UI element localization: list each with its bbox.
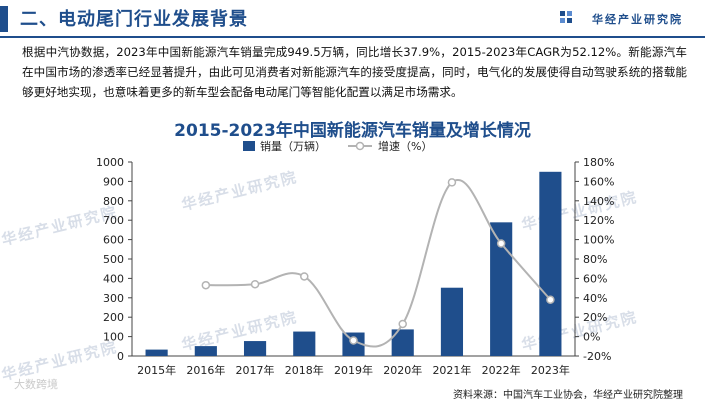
legend-line-label: 增速（%） <box>378 140 432 153</box>
y-left-tick-label: 700 <box>103 214 124 227</box>
y-right-tick-label: 80% <box>583 253 607 266</box>
legend-line-marker <box>355 141 365 151</box>
line-point <box>398 319 407 329</box>
y-left-tick-label: 100 <box>103 331 124 344</box>
header-accent-bar <box>0 6 8 32</box>
y-right-tick-label: 0% <box>583 331 600 344</box>
y-left-tick-label: 400 <box>103 272 124 285</box>
y-right-tick-label: 60% <box>583 272 607 285</box>
y-left-tick-label: 600 <box>103 234 124 247</box>
growth-line <box>205 179 552 348</box>
y-right-tick-label: -20% <box>583 350 611 363</box>
brand-name: 华经产业研究院 <box>592 13 683 26</box>
line-point <box>496 239 506 248</box>
y-left-tick-label: 800 <box>103 195 124 208</box>
header-divider <box>0 36 705 38</box>
y-left-tick-label: 200 <box>103 311 124 324</box>
x-tick-label: 2017年 <box>236 363 275 377</box>
legend-bar-swatch <box>243 141 255 151</box>
y-left-tick-label: 500 <box>103 253 124 266</box>
line-point <box>447 178 457 187</box>
bar <box>539 171 562 356</box>
source-note: 资料来源：中国汽车工业协会，华经产业研究院整理 <box>453 390 683 401</box>
x-tick-label: 2018年 <box>285 363 324 377</box>
bar <box>391 329 414 356</box>
x-tick-label: 2020年 <box>383 363 422 377</box>
line-point <box>349 336 358 345</box>
line-point <box>250 279 260 289</box>
y-left-tick-label: 0 <box>117 350 124 363</box>
chart: 0 100 200 300 400 500 600 700 800 900 1000 -20% 0% 20… <box>96 140 614 377</box>
chart-title: 2015-2023年中国新能源汽车销量及增长情况 <box>174 121 531 141</box>
y-right-tick-label: 140% <box>583 195 614 208</box>
line-point <box>201 280 211 290</box>
page-title: 二、电动尾门行业发展背景 <box>20 9 248 30</box>
x-tick-label: 2016年 <box>186 363 225 377</box>
brand-logo-icon <box>560 11 572 23</box>
y-right-tick-label: 20% <box>583 311 607 324</box>
bar <box>243 341 267 356</box>
header: 二、电动尾门行业发展背景 华经产业研究院 <box>0 0 705 38</box>
x-tick-label: 2021年 <box>432 363 471 377</box>
y-right-tick-label: 120% <box>583 214 614 227</box>
legend-bar-label: 销量（万辆） <box>260 140 326 153</box>
y-left-tick-label: 900 <box>103 175 124 188</box>
corner-logo: 大数跨境 <box>14 378 58 391</box>
y-right-tick-label: 180% <box>583 156 614 169</box>
y-right-tick-label: 40% <box>583 292 607 305</box>
y-left-tick-label: 1000 <box>96 156 124 169</box>
y-right-tick-label: 100% <box>583 234 614 247</box>
bar <box>145 349 168 356</box>
bar <box>194 346 217 356</box>
y-left-tick-label: 300 <box>103 292 124 305</box>
x-tick-label: 2019年 <box>334 363 373 377</box>
line-point <box>546 295 555 304</box>
bar <box>293 331 316 356</box>
intro-paragraph: 根据中汽协数据，2023年中国新能源汽车销量完成949.5万辆，同比增长37.9… <box>22 45 687 99</box>
bar <box>440 287 464 356</box>
x-tick-label: 2022年 <box>482 363 521 377</box>
y-right-tick-label: 160% <box>583 175 614 188</box>
line-point <box>300 272 309 281</box>
x-tick-label: 2015年 <box>137 363 176 377</box>
bar <box>490 222 513 356</box>
x-tick-label: 2023年 <box>531 363 570 377</box>
